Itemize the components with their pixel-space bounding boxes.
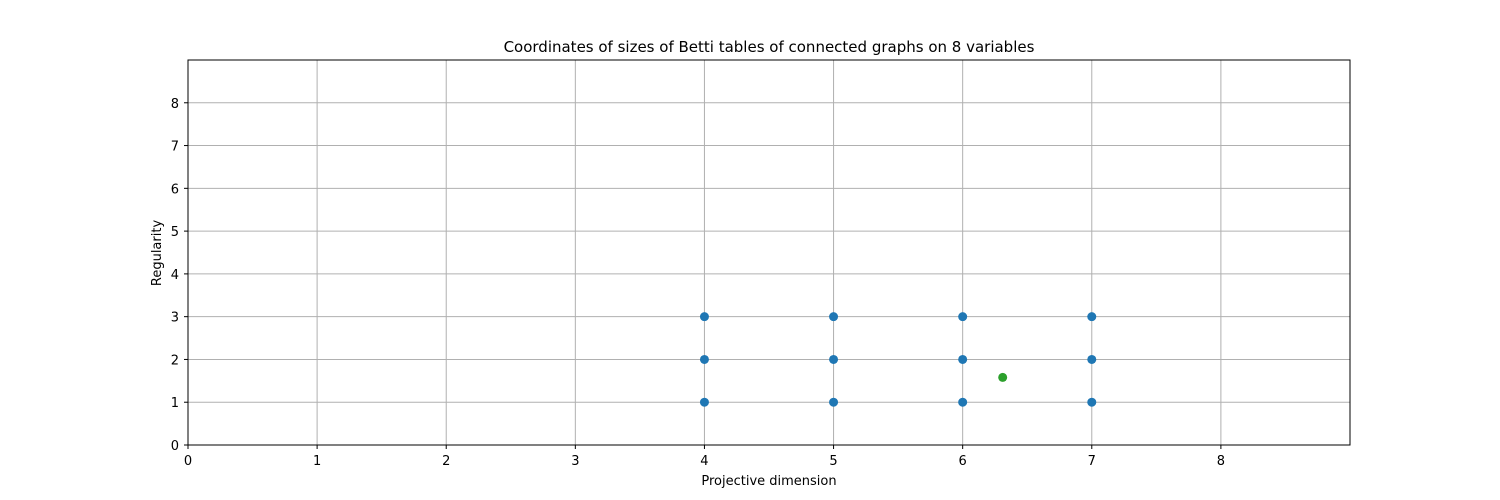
x-axis-label: Projective dimension [701, 474, 836, 489]
axis-ticks: 0 1 2 3 4 5 6 7 8 0 1 2 3 4 5 6 7 8 [171, 97, 1225, 469]
y-tick-label: 1 [171, 396, 179, 411]
y-tick-label: 2 [171, 353, 179, 368]
x-tick-label: 7 [1088, 454, 1096, 469]
y-tick-label: 0 [171, 439, 179, 454]
plot-frame [187, 59, 1351, 446]
x-tick-label: 8 [1217, 454, 1225, 469]
x-tick-label: 6 [959, 454, 967, 469]
y-tick-label: 4 [171, 268, 179, 283]
data-point-series-1 [1087, 354, 1097, 364]
data-point-series-1 [829, 354, 839, 364]
data-point-series-1 [699, 354, 709, 364]
y-tick-label: 7 [171, 140, 179, 155]
y-tick-label: 3 [171, 311, 179, 326]
x-tick-label: 1 [313, 454, 321, 469]
x-tick-label: 5 [829, 454, 837, 469]
grid [187, 60, 1350, 446]
x-tick-label: 0 [184, 454, 192, 469]
data-point-series-2 [998, 372, 1008, 382]
x-tick-label: 3 [571, 454, 579, 469]
x-tick-label: 4 [700, 454, 708, 469]
data-point-series-1 [699, 312, 709, 322]
data-points [699, 312, 1097, 407]
data-point-series-1 [958, 397, 968, 407]
data-point-series-1 [829, 397, 839, 407]
data-point-series-1 [1087, 312, 1097, 322]
data-point-series-1 [958, 354, 968, 364]
y-tick-label: 5 [171, 225, 179, 240]
x-tick-label: 2 [442, 454, 450, 469]
y-axis-label: Regularity [150, 220, 165, 287]
y-tick-label: 8 [171, 97, 179, 112]
data-point-series-1 [1087, 397, 1097, 407]
y-tick-label: 6 [171, 182, 179, 197]
data-point-series-1 [699, 397, 709, 407]
data-point-series-1 [958, 312, 968, 322]
chart-title: Coordinates of sizes of Betti tables of … [504, 38, 1035, 56]
data-point-series-1 [829, 312, 839, 322]
